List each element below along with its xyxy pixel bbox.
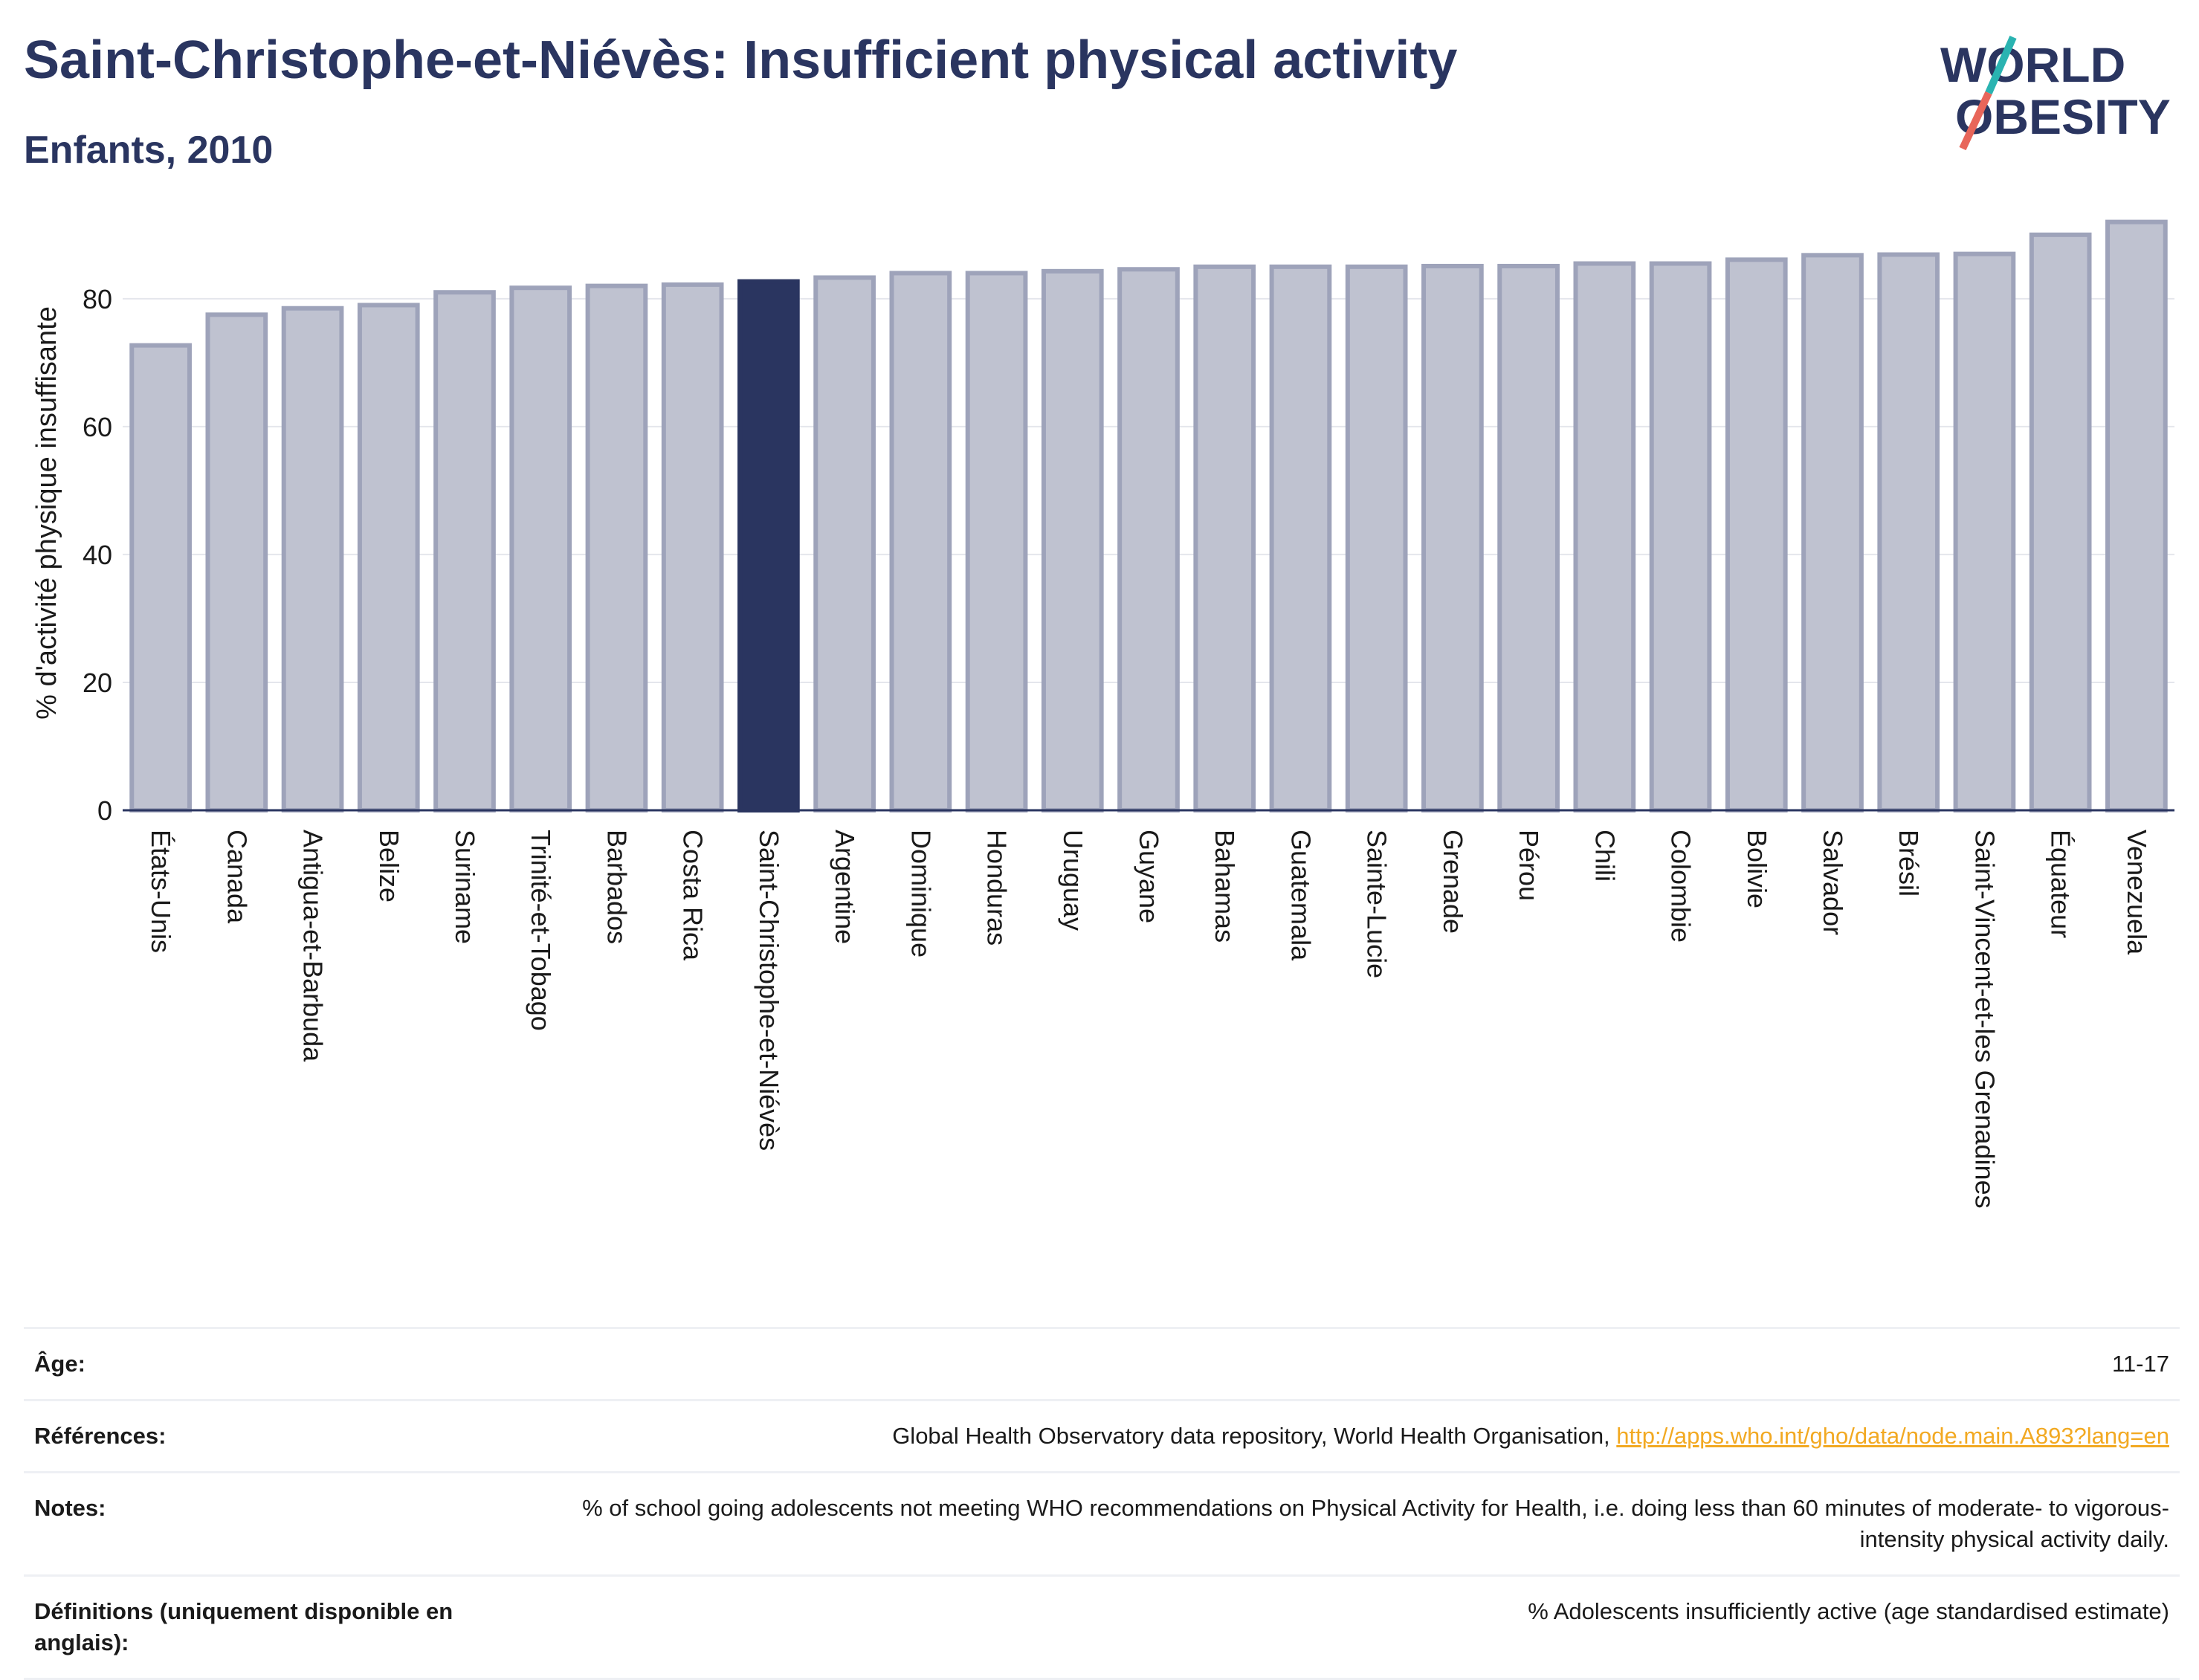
definitions-label: Définitions (uniquement disponible en an… [34,1598,453,1655]
references-label: Références: [34,1423,167,1449]
x-tick-label: États-Unis [146,830,176,953]
definitions-value: % Adolescents insufficiently active (age… [1528,1598,2169,1624]
y-tick-label: 80 [83,284,112,314]
x-tick-label: Saint-Christophe-et-Niévès [754,830,784,1151]
info-row-age: Âge: 11-17 [24,1327,2180,1399]
bar [129,343,192,812]
references-value: Global Health Observatory data repositor… [892,1421,2169,1452]
references-link[interactable]: http://apps.who.int/gho/data/node.main.A… [1616,1423,2169,1449]
y-tick-label: 20 [83,668,112,698]
info-row-definitions: Définitions (uniquement disponible en an… [24,1574,2180,1680]
bar [813,275,876,812]
x-tick-label: Suriname [450,830,480,944]
x-tick-label: Colombie [1666,830,1696,943]
page-subtitle: Enfants, 2010 [24,129,274,172]
bar-chart: 0 20 40 60 80 États-Unis Canada Antigua-et-Bar… [31,219,2174,1209]
bar [433,290,496,812]
bar [661,282,724,813]
notes-value: % of school going adolescents not meetin… [582,1495,2169,1552]
x-tick-label: Brésil [1893,830,1924,896]
bar [1269,264,1332,812]
x-tick-label: Argentine [830,830,860,944]
x-tick-label: Guyane [1134,830,1164,923]
x-tick-label: Costa Rica [678,830,708,961]
x-tick-label: Trinité-et-Tobago [526,830,556,1031]
bar [205,312,268,813]
info-row-notes: Notes: % of school going adolescents not… [24,1471,2180,1574]
notes-label: Notes: [34,1495,106,1521]
bar [1041,268,1104,813]
y-axis-title: % d'activité physique insuffisante [31,306,62,720]
bar [1193,264,1256,812]
bar [1497,263,1560,813]
x-tick-label: Canada [222,830,252,924]
bar [889,271,952,812]
x-tick-label: Belize [374,830,404,902]
x-tick-label: Saint-Vincent-et-les Grenadines [1969,830,2000,1209]
x-tick-label: Guatemala [1285,830,1316,961]
bar [2105,219,2168,812]
bar [1801,253,1864,813]
x-tick-label: Dominique [905,830,936,957]
x-tick-label: Pérou [1514,830,1544,901]
bar [1953,251,2016,812]
info-row-references: Références: Global Health Observatory da… [24,1399,2180,1471]
x-tick-label: Équateur [2046,830,2076,938]
x-tick-label: Antigua-et-Barbuda [298,830,329,1062]
logo-slash-teal [1985,35,2017,95]
x-tick-label: Venezuela [2122,830,2152,955]
x-tick-label: Bolivie [1742,830,1772,908]
x-tick-labels: États-Unis Canada Antigua-et-Barbuda Belize… [146,830,2152,1209]
info-table: Âge: 11-17 Références: Global Health Obs… [24,1327,2180,1680]
bar [1649,261,1712,813]
bar [509,285,572,813]
x-tick-label: Salvador [1818,830,1848,935]
world-obesity-logo: WORLD OBESITY [1940,35,2171,151]
references-text: Global Health Observatory data repositor… [892,1423,1617,1449]
x-tick-label: Bahamas [1210,830,1240,943]
bar [357,303,420,812]
logo-text-obesity: OBESITY [1955,89,2171,144]
y-tick-label: 60 [83,412,112,442]
bar [1725,257,1788,812]
bar [281,306,344,812]
y-tick-label: 0 [97,795,112,826]
x-tick-label: Barbados [601,830,632,944]
bar [2029,232,2092,812]
bar [1573,261,1636,813]
bar [1117,267,1180,812]
bar [1345,264,1408,812]
x-tick-label: Grenade [1438,830,1468,934]
bar [965,271,1028,812]
logo-slash-red [1959,91,1992,151]
x-tick-label: Honduras [982,830,1013,946]
y-tick-labels: 0 20 40 60 80 [83,284,112,826]
age-value: 11-17 [2112,1351,2169,1377]
y-tick-label: 40 [83,540,112,570]
bar [1877,252,1940,812]
age-label: Âge: [34,1351,85,1377]
x-tick-label: Sainte-Lucie [1362,830,1392,978]
page-title: Saint-Christophe-et-Niévès: Insufficient… [24,30,1458,90]
x-tick-label: Chili [1589,830,1620,882]
bar [585,283,648,812]
bar [1421,263,1484,813]
bar-highlight [737,279,800,812]
logo-text-world: WORLD [1940,37,2125,92]
x-tick-label: Uruguay [1058,830,1088,931]
bars [129,219,2168,813]
